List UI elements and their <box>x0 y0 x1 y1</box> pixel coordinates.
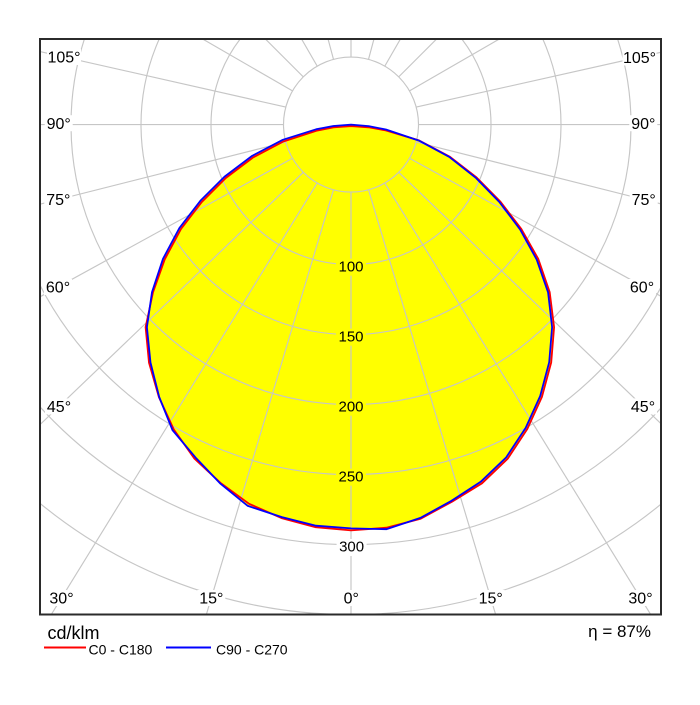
svg-text:300: 300 <box>339 539 364 556</box>
svg-text:15°: 15° <box>199 591 223 608</box>
svg-text:150: 150 <box>338 328 363 345</box>
svg-text:0°: 0° <box>344 591 359 608</box>
svg-text:C0 - C180: C0 - C180 <box>89 642 153 658</box>
svg-text:100: 100 <box>338 258 363 275</box>
svg-text:C90 - C270: C90 - C270 <box>216 642 288 658</box>
svg-text:30°: 30° <box>628 591 652 608</box>
svg-text:45°: 45° <box>47 399 71 416</box>
svg-text:105°: 105° <box>47 50 80 67</box>
svg-text:75°: 75° <box>632 192 656 209</box>
svg-text:η = 87%: η = 87% <box>588 622 651 641</box>
svg-text:250: 250 <box>338 468 363 485</box>
svg-text:90°: 90° <box>631 116 655 133</box>
svg-text:30°: 30° <box>49 591 73 608</box>
svg-text:15°: 15° <box>479 591 503 608</box>
svg-text:105°: 105° <box>623 50 656 67</box>
svg-text:45°: 45° <box>631 399 655 416</box>
svg-text:200: 200 <box>338 398 363 415</box>
svg-text:60°: 60° <box>630 280 654 297</box>
svg-text:75°: 75° <box>46 192 70 209</box>
svg-text:60°: 60° <box>46 280 70 297</box>
svg-text:90°: 90° <box>47 116 71 133</box>
svg-text:cd/klm: cd/klm <box>48 623 100 643</box>
